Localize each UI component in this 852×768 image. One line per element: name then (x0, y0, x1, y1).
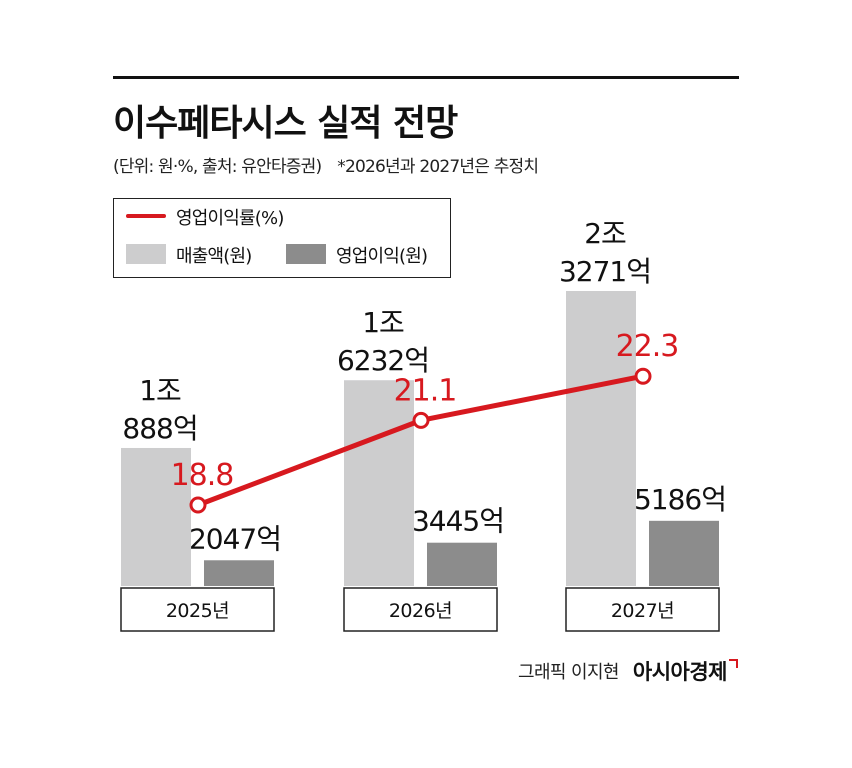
revenue-value-label: 2조 (584, 217, 626, 250)
category-label: 2025년 (166, 600, 229, 622)
profit-bar (649, 520, 719, 586)
profit-value-label: 3445억 (412, 505, 504, 538)
legend-margin-label: 영업이익률(%) (176, 208, 284, 229)
revenue-value-label: 1조 (362, 306, 404, 339)
chart-title: 이수페타시스 실적 전망 (113, 103, 458, 144)
profit-value-label: 5186억 (634, 483, 726, 516)
category-box (120, 587, 275, 632)
legend-revenue-swatch (126, 244, 166, 264)
revenue-bar (344, 380, 414, 586)
profit-value-label: 2047억 (189, 522, 281, 555)
category-label: 2027년 (611, 600, 674, 622)
legend-profit-label: 영업이익(원) (336, 246, 428, 267)
revenue-bar (566, 291, 636, 586)
chart-subtitle: (단위: 원·%, 출처: 유안타증권) *2026년과 2027년은 추정치 (113, 152, 539, 177)
graphic-credit: 그래픽 이지현 (518, 662, 619, 683)
category-box (343, 587, 498, 632)
revenue-value-label: 6232억 (337, 344, 429, 377)
credit: 그래픽 이지현 아시아경제 (518, 656, 738, 686)
revenue-value-label: 3271억 (559, 255, 651, 288)
legend-revenue-label: 매출액(원) (176, 246, 252, 267)
category-label: 2026년 (389, 600, 452, 622)
top-rule (113, 76, 739, 79)
legend-profit-swatch (286, 244, 326, 264)
revenue-bar (121, 447, 191, 586)
brand-logo: 아시아경제 (632, 660, 728, 684)
margin-point (412, 411, 430, 429)
revenue-value-label: 888억 (122, 412, 197, 445)
legend: 영업이익률(%) 매출액(원) 영업이익(원) (113, 198, 451, 278)
margin-value-label: 21.1 (394, 373, 457, 408)
margin-point (634, 367, 652, 385)
margin-value-label: 18.8 (171, 458, 234, 493)
margin-value-label: 22.3 (616, 329, 679, 364)
profit-bar (204, 560, 274, 586)
revenue-value-label: 1조 (139, 374, 181, 407)
estimate-note: *2026년과 2027년은 추정치 (337, 157, 539, 177)
unit-source-text: (단위: 원·%, 출처: 유안타증권) (113, 157, 322, 177)
brand-mark-icon (729, 658, 738, 668)
legend-line-swatch (126, 214, 166, 218)
category-box (565, 587, 720, 632)
profit-bar (427, 542, 497, 586)
margin-point (189, 496, 207, 514)
